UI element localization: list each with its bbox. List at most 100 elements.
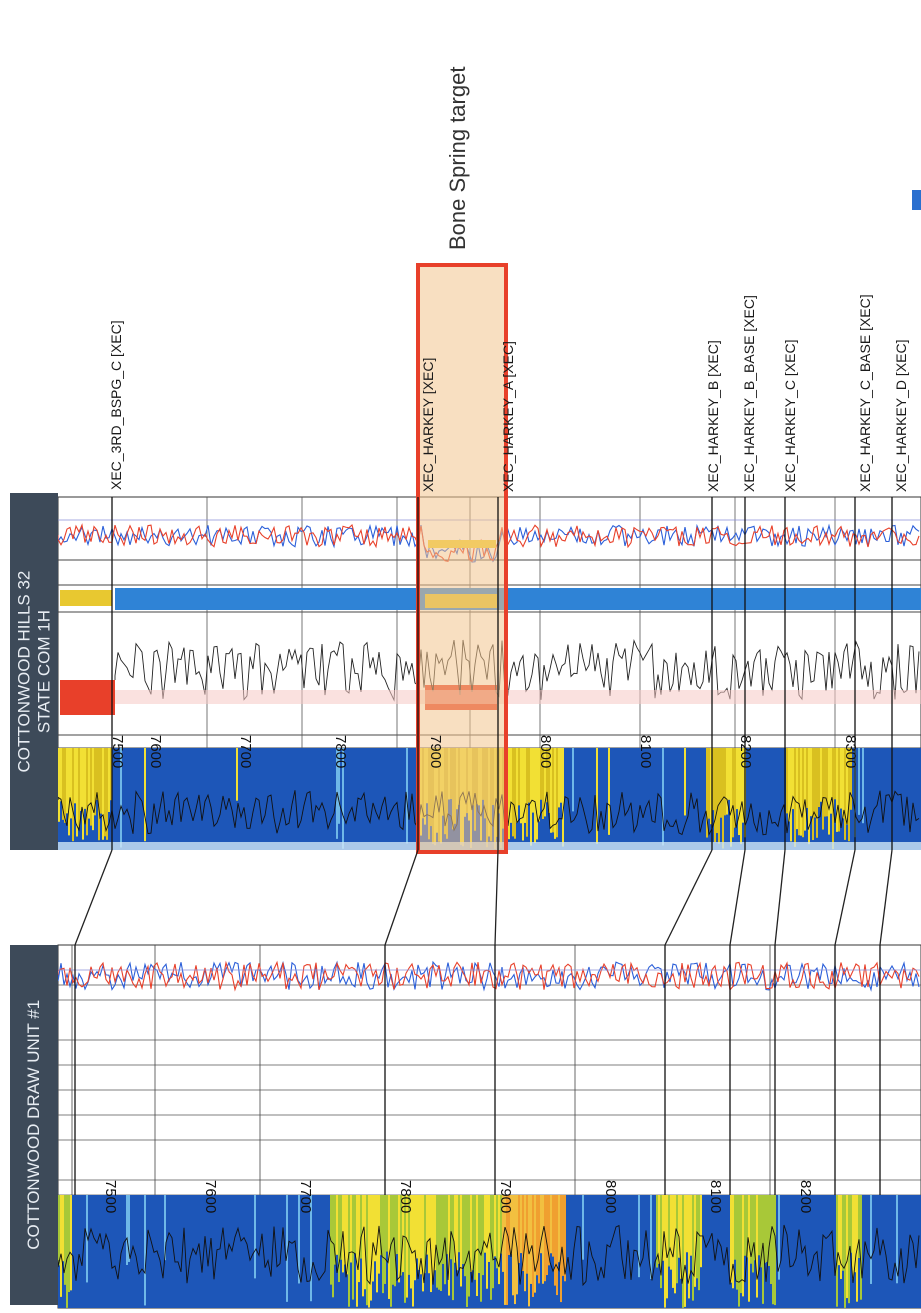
draw-facies-stripe [508,1195,510,1255]
draw-facies-stripe [658,1195,660,1264]
draw-facies-stripe [404,1195,406,1303]
draw-facies-stripe [760,1195,762,1268]
draw-facies-stripe [530,1195,532,1284]
draw-facies-stripe [390,1195,392,1307]
hills-depth-label: 7800 [332,735,349,769]
edge-accent [912,190,921,210]
draw-facies-stripe [554,1195,556,1286]
hills-facies-stripe [86,748,88,836]
hills-facies-stripe [812,748,814,841]
draw-facies-stripe [428,1195,430,1274]
hills-facies-stripe [814,748,816,818]
draw-facies-stripe [468,1195,470,1297]
draw-facies-stripe [458,1195,460,1253]
hills-facies-stripe [538,748,540,822]
hills-facies-stripe [716,748,718,834]
hills-facies-stripe [236,748,238,801]
draw-facies-stripe [840,1195,842,1279]
draw-facies-stripe [490,1195,492,1300]
draw-facies-stripe [736,1195,738,1290]
draw-facies-stripe [852,1195,854,1280]
hills-facies-stripe [792,748,794,810]
draw-facies-stripe [410,1195,412,1289]
draw-facies-stripe [486,1195,488,1289]
draw-facies-stripe [666,1195,668,1299]
correlation-line [774,849,786,946]
draw-facies-stripe [692,1195,694,1301]
draw-facies-stripe [430,1195,432,1293]
draw-facies-stripe [690,1195,692,1256]
draw-facies-stripe [418,1195,420,1270]
hills-facies-stripe [726,748,728,815]
draw-facies-stripe [254,1195,256,1279]
hills-facies-stripe [826,748,828,817]
draw-facies-curve [57,1224,920,1287]
marker-label-harkey-c-base: XEC_HARKEY_C_BASE [XEC] [857,294,873,492]
well-label-draw: COTTONWOOD DRAW UNIT #1 [10,945,58,1305]
draw-facies-stripe [384,1195,386,1284]
draw-facies-stripe [742,1195,744,1297]
draw-facies-stripe [356,1195,358,1307]
draw-depth-label: 7800 [397,1180,414,1214]
hills-facies-stripe [144,748,146,842]
well-name-hills: COTTONWOOD HILLS 32 STATE COM 1H [14,570,53,773]
draw-facies-stripe [684,1195,686,1307]
draw-facies-stripe [858,1195,860,1259]
draw-facies-stripe [502,1195,504,1272]
hills-facies-stripe [88,748,90,819]
draw-facies-stripe [544,1195,546,1282]
draw-facies-stripe [686,1195,688,1253]
hills-facies-stripe [786,748,788,814]
draw-facies-stripe [836,1195,838,1307]
draw-facies-stripe [514,1195,516,1305]
draw-facies-stripe [360,1195,362,1259]
hills-facies-stripe [406,748,408,844]
hills-facies-stripe [818,748,820,808]
hills-facies-stripe [60,748,62,802]
hills-facies-stripe [70,748,72,819]
hills-facies-stripe [524,748,526,823]
draw-facies-stripe [396,1195,398,1255]
draw-facies-stripe [560,1195,562,1303]
draw-facies-stripe [58,1195,60,1266]
draw-facies-stripe [298,1195,300,1284]
draw-facies-stripe [730,1195,732,1283]
draw-facies-stripe [536,1195,538,1276]
draw-facies-stripe [414,1195,416,1281]
draw-facies-stripe [382,1195,384,1294]
draw-facies-stripe [442,1195,444,1264]
hills-facies-stripe [58,748,60,822]
draw-facies-stripe [860,1195,862,1300]
hills-facies-stripe [850,748,852,810]
hills-facies-stripe [512,748,514,837]
draw-facies-stripe [674,1195,676,1294]
draw-facies-stripe [500,1195,502,1254]
marker-label-harkey-d: XEC_HARKEY_D [XEC] [893,339,909,493]
well-name-draw: COTTONWOOD DRAW UNIT #1 [24,1000,44,1250]
draw-facies-stripe [896,1195,898,1284]
draw-facies-stripe [512,1195,514,1296]
draw-facies-stripe [870,1195,872,1284]
hills-facies-stripe [732,748,734,838]
draw-facies-stripe [470,1195,472,1272]
draw-facies-stripe [426,1195,428,1255]
hills-facies-stripe [804,748,806,831]
hills-facies-stripe [730,748,732,847]
draw-facies-stripe [506,1195,508,1305]
draw-facies-stripe [488,1195,490,1262]
draw-facies-stripe [480,1195,482,1302]
hills-facies-stripe [808,748,810,845]
draw-facies-stripe [362,1195,364,1297]
draw-facies-stripe [286,1195,288,1302]
hills-facies-stripe [846,748,848,825]
draw-facies-stripe [398,1195,400,1283]
draw-facies-stripe [764,1195,766,1263]
hills-facies-stripe [530,748,532,846]
hills-facies-stripe [706,748,708,838]
draw-facies-stripe [778,1195,780,1280]
draw-facies-stripe [482,1195,484,1276]
draw-facies-stripe [638,1195,640,1278]
hills-facies-stripe [816,748,818,838]
draw-facies-stripe [462,1195,464,1265]
